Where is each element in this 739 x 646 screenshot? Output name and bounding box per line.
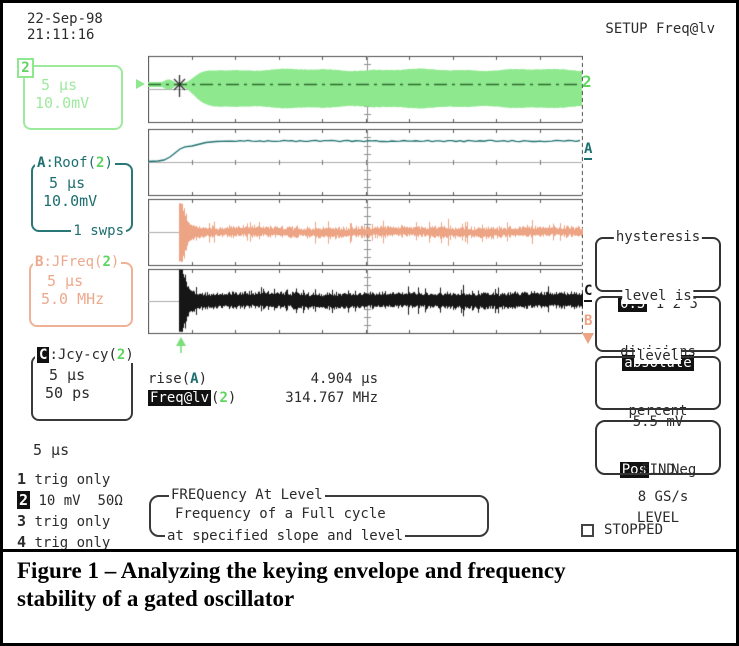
timebase-readout: 5 µs xyxy=(33,441,70,459)
trigger-channel-list: 1 trig only 2 10 mV 50Ω 3 trig only 4 tr… xyxy=(17,469,123,553)
trace-label-a: A xyxy=(584,141,593,160)
menu-level-is[interactable]: level is absolute percent xyxy=(595,289,721,419)
trace-b-title: B:JFreq(2) xyxy=(33,254,122,270)
ch2-offset-marker-icon xyxy=(136,79,145,89)
acquisition-status: STOPPED xyxy=(604,522,664,538)
trace-label-ch2: 2 xyxy=(582,72,592,91)
measurement-freq: Freq@lv (2) xyxy=(148,390,237,406)
menu-hysteresis[interactable]: hysteresis 0.5 1 2 5 divisions xyxy=(595,230,721,360)
trigger-row-2[interactable]: 2 10 mV 50Ω xyxy=(17,491,123,509)
trace-c-letter: C xyxy=(37,347,50,363)
figure-caption: Figure 1 – Analyzing the keying envelope… xyxy=(17,558,566,611)
menu-level-is-title: level is xyxy=(622,288,694,304)
setup-label: SETUP Freq@lv xyxy=(605,21,715,37)
trace-b-marker-icon xyxy=(582,333,594,344)
time-text: 21:11:16 xyxy=(27,27,95,43)
sample-rate-readout: 8 GS/s xyxy=(637,489,689,505)
menu-hysteresis-title: hysteresis xyxy=(613,229,703,245)
trace-c-title: C:Jcy-cy(2) xyxy=(35,347,136,363)
level-value[interactable]: 5.5 mV xyxy=(632,414,684,430)
freq-at-level-info-box: FREQuency At Level Frequency of a Full c… xyxy=(149,488,489,544)
trace-b-box[interactable]: B:JFreq(2) 5 µs 5.0 MHz xyxy=(29,255,133,327)
trace-a-letter: A xyxy=(37,155,46,171)
status-checkbox-icon xyxy=(581,524,594,537)
waveform-grid-canvas xyxy=(148,55,583,355)
trace-a-box[interactable]: A:Roof(2) 5 µs 10.0mV 1 swps xyxy=(31,156,133,239)
info-box-body: Frequency of a Full cycle xyxy=(175,506,386,522)
info-box-footer: at specified slope and level xyxy=(165,528,406,544)
trace-b-scale: 5.0 MHz xyxy=(41,290,105,308)
trace-c-scale: 50 ps xyxy=(45,384,91,402)
trace-label-c: C xyxy=(584,283,593,302)
trace-a-sweeps: 1 swps xyxy=(71,223,126,239)
trigger-row-3[interactable]: 3 trig only xyxy=(17,512,111,530)
trace-b-letter: B xyxy=(35,254,44,270)
menu-level[interactable]: level 5.5 mV Pos Neg xyxy=(595,349,721,478)
level-is-percent[interactable]: percent xyxy=(628,403,688,419)
ch2-scale: 10.0mV xyxy=(35,94,90,112)
date-text: 22-Sep-98 xyxy=(27,11,103,27)
info-box-title: FREQuency At Level xyxy=(169,487,325,503)
trace-c-timebase: 5 µs xyxy=(49,366,86,384)
caption-divider xyxy=(3,549,736,552)
ch2-badge: 2 xyxy=(17,58,34,78)
find-level-button[interactable]: FIND LEVEL xyxy=(595,420,721,526)
trace-a-timebase: 5 µs xyxy=(49,174,86,192)
trace-a-scale: 10.0mV xyxy=(43,192,98,210)
trace-b-timebase: 5 µs xyxy=(47,272,84,290)
measurement-rise-value: 4.904 µs xyxy=(310,371,378,387)
hysteresis-options[interactable]: 1 2 5 xyxy=(647,296,698,312)
measurement-freq-value: 314.767 MHz xyxy=(285,390,378,406)
menu-level-title: level xyxy=(634,348,682,364)
measurement-rise: rise(A) xyxy=(148,371,208,387)
trigger-row-4[interactable]: 4 trig only xyxy=(17,533,111,551)
trigger-row-1[interactable]: 1 trig only xyxy=(17,470,111,488)
ch2-trace-box[interactable]: 2 5 µs 10.0mV xyxy=(17,58,123,130)
trace-label-b: B xyxy=(584,313,593,329)
trace-c-box[interactable]: C:Jcy-cy(2) 5 µs 50 ps xyxy=(31,347,136,421)
ch2-timebase: 5 µs xyxy=(41,76,78,94)
trace-a-title: A:Roof(2) xyxy=(35,155,115,171)
